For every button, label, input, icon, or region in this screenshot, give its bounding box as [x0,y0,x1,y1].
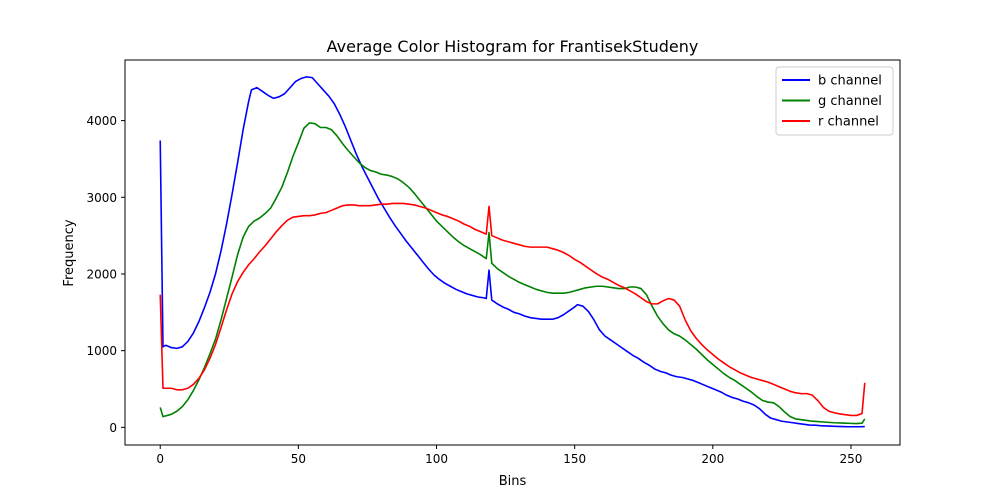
y-tick-label: 0 [109,421,117,435]
series-layer [159,76,866,428]
x-tick-label: 50 [291,452,306,466]
chart-title: Average Color Histogram for FrantisekStu… [327,37,699,56]
x-axis: 0 50 100 150 200 250 [156,445,862,466]
y-tick-label: 3000 [86,191,117,205]
series-line-r [159,202,866,417]
y-axis: 0 1000 2000 3000 4000 [86,114,125,435]
y-axis-label: Frequency [62,219,77,286]
x-tick-label: 250 [840,452,863,466]
plot-area [124,59,901,446]
y-tick-label: 2000 [86,267,117,281]
x-axis-label: Bins [499,474,527,489]
y-tick-label: 4000 [86,114,117,128]
series-line-b [159,76,865,428]
x-tick-label: 0 [156,452,164,466]
legend-label: r channel [818,115,879,130]
legend-label: g channel [818,94,882,109]
series-line-g [159,122,866,425]
legend: b channel g channel r channel [775,66,894,136]
legend-box [775,66,894,136]
x-tick-label: 200 [701,452,724,466]
legend-label: b channel [818,74,882,89]
x-tick-label: 150 [563,452,586,466]
y-tick-label: 1000 [86,344,117,358]
x-tick-label: 100 [425,452,448,466]
plot-frame [124,59,901,446]
